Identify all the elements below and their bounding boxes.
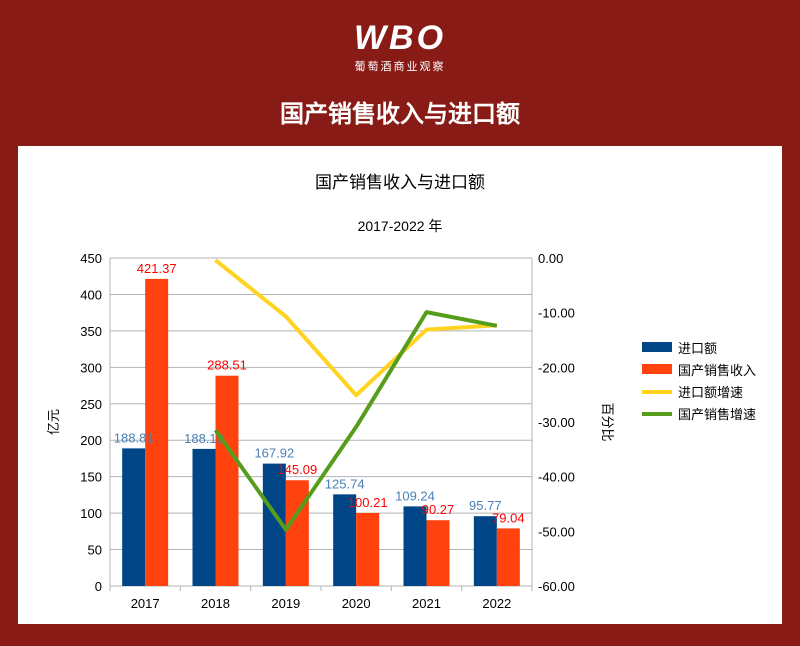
- data-label: 109.24: [395, 488, 435, 503]
- bar-domestic: [426, 520, 450, 586]
- x-tick-label: 2021: [412, 596, 441, 611]
- chart-card: 国产销售收入与进口额 2017-2022 年 0 50 100 150 200 250 300 3…: [18, 146, 782, 624]
- data-label: 100.21: [348, 495, 388, 510]
- data-label: 79.04: [492, 510, 525, 525]
- x-tick-label: 2020: [342, 596, 371, 611]
- bar-domestic: [215, 375, 239, 586]
- bar-import: [192, 448, 216, 586]
- series-line-import-growth: [214, 258, 497, 398]
- bar-domestic: [356, 512, 380, 586]
- legend-label: 进口额增速: [678, 385, 743, 400]
- bar-import: [262, 463, 286, 586]
- logo-mark: WBO: [353, 19, 447, 57]
- combo-chart: 国产销售收入与进口额 2017-2022 年 0 50 100 150 200 250 300 3…: [46, 173, 756, 611]
- x-tick-label: 2019: [271, 596, 300, 611]
- y2-tick-label: -10.00: [538, 306, 575, 321]
- x-tick-label: 2022: [482, 596, 511, 611]
- bar-import: [122, 448, 146, 586]
- page-title: 国产销售收入与进口额: [280, 99, 520, 128]
- logo-subtitle: 葡萄酒商业观察: [354, 60, 446, 73]
- x-tick-label: 2017: [131, 596, 160, 611]
- y-tick-label: 50: [88, 543, 102, 558]
- legend-label: 国产销售收入: [678, 363, 756, 378]
- legend-swatch: [642, 364, 672, 374]
- data-label: 145.09: [277, 462, 317, 477]
- bar-import: [333, 494, 357, 586]
- y-tick-label: 200: [80, 433, 102, 448]
- y2-axis-label: 百分比: [600, 402, 615, 441]
- data-label: 288.51: [207, 358, 247, 373]
- bar-import: [403, 506, 427, 586]
- legend-label: 进口额: [678, 341, 717, 356]
- y-tick-label: 0: [95, 579, 102, 594]
- y-tick-label: 250: [80, 397, 102, 412]
- y-tick-label: 150: [80, 470, 102, 485]
- y-tick-label: 300: [80, 360, 102, 375]
- brand-logo: WBO 葡萄酒商业观察: [0, 20, 800, 74]
- data-label: 90.27: [422, 502, 455, 517]
- legend-swatch: [642, 342, 672, 352]
- bar-import: [473, 516, 497, 586]
- x-tick-label: 2018: [201, 596, 230, 611]
- data-label: 167.92: [254, 446, 294, 461]
- y2-tick-label: -60.00: [538, 579, 575, 594]
- data-label: 125.74: [325, 476, 365, 491]
- bar-domestic: [496, 528, 520, 586]
- data-label: 95.77: [469, 498, 502, 513]
- y-tick-label: 350: [80, 324, 102, 339]
- y-tick-label: 400: [80, 287, 102, 302]
- bar-domestic: [285, 480, 309, 586]
- y-tick-label: 100: [80, 506, 102, 521]
- y2-tick-label: -40.00: [538, 470, 575, 485]
- y-tick-label: 450: [80, 251, 102, 266]
- chart-subtitle: 2017-2022 年: [358, 218, 443, 234]
- data-label: 421.37: [137, 261, 177, 276]
- series-line-domestic-growth: [213, 310, 498, 532]
- y2-tick-label: 0.00: [538, 251, 563, 266]
- y-axis-label: 亿元: [46, 409, 61, 435]
- y2-tick-label: -30.00: [538, 415, 575, 430]
- y2-tick-label: -50.00: [538, 524, 575, 539]
- data-label: 188.10: [184, 431, 224, 446]
- chart-title: 国产销售收入与进口额: [315, 173, 485, 192]
- bar-domestic: [145, 278, 169, 586]
- legend-label: 国产销售增速: [678, 407, 756, 422]
- data-label: 188.81: [114, 430, 154, 445]
- y2-tick-label: -20.00: [538, 360, 575, 375]
